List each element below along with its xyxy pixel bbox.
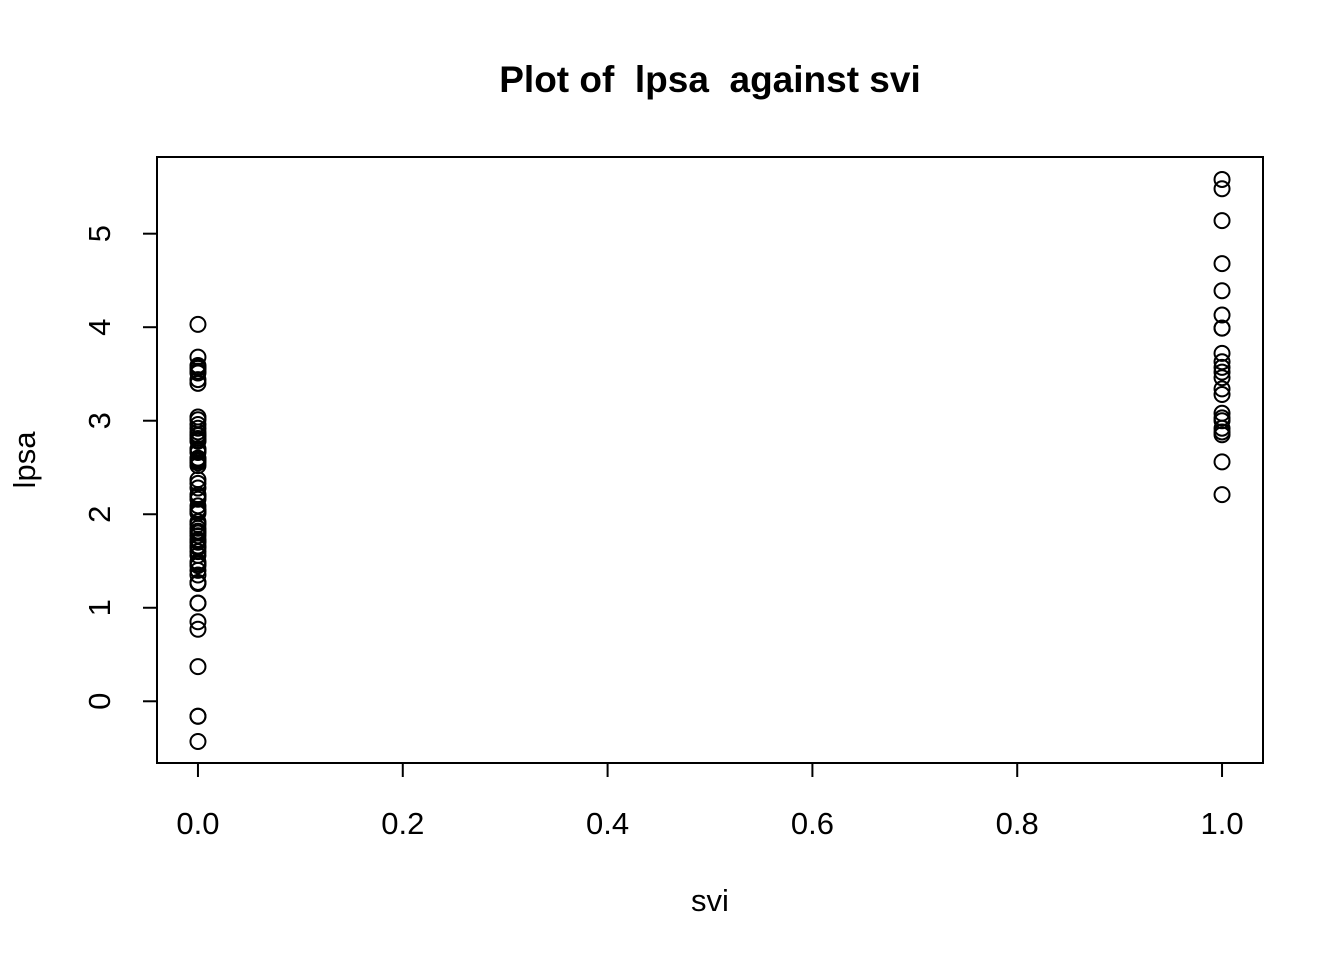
data-point [1213, 353, 1231, 371]
x-axis: 0.0 0.2 0.4 0.6 0.8 1.0 [176, 763, 1244, 841]
y-tick-label: 1 [82, 599, 117, 616]
data-point [189, 357, 207, 375]
data-point [1213, 306, 1231, 324]
y-tick-label: 3 [82, 412, 117, 429]
data-point [189, 479, 207, 497]
x-tick-label: 0.0 [176, 806, 219, 841]
data-point [1213, 386, 1231, 404]
y-axis: 0 1 2 3 4 5 [82, 225, 157, 710]
y-tick-label: 4 [82, 319, 117, 336]
x-tick-label: 0.8 [996, 806, 1039, 841]
data-point [1213, 344, 1231, 362]
x-tick-label: 0.4 [586, 806, 629, 841]
data-point [189, 732, 207, 750]
data-point [189, 574, 207, 592]
data-point [1213, 453, 1231, 471]
data-point [1213, 486, 1231, 504]
data-point [1213, 409, 1231, 427]
data-point [189, 658, 207, 676]
data-point [1213, 255, 1231, 273]
plot-frame [156, 156, 1264, 764]
x-tick-label: 1.0 [1200, 806, 1243, 841]
y-tick-label: 5 [82, 225, 117, 242]
data-points [189, 170, 1231, 750]
data-point [1213, 380, 1231, 398]
data-point [189, 566, 207, 584]
data-point [189, 707, 207, 725]
x-tick-label: 0.2 [381, 806, 424, 841]
y-axis-label: lpsa [7, 431, 42, 489]
data-point [189, 497, 207, 515]
data-point [189, 613, 207, 631]
data-point [1213, 404, 1231, 422]
chart-title: Plot of lpsa against svi [499, 59, 921, 100]
data-point [189, 408, 207, 426]
data-point [189, 348, 207, 366]
x-tick-label: 0.6 [791, 806, 834, 841]
data-point [1213, 282, 1231, 300]
data-point [1213, 180, 1231, 198]
data-point [1213, 319, 1231, 337]
y-tick-label: 0 [82, 693, 117, 710]
data-point [189, 620, 207, 638]
x-axis-label: svi [691, 883, 729, 918]
data-point [189, 449, 207, 467]
data-point [1213, 363, 1231, 381]
data-point [189, 315, 207, 333]
data-point [1213, 212, 1231, 230]
data-point [1213, 170, 1231, 188]
data-point [189, 594, 207, 612]
data-point [189, 415, 207, 433]
y-tick-label: 2 [82, 506, 117, 523]
